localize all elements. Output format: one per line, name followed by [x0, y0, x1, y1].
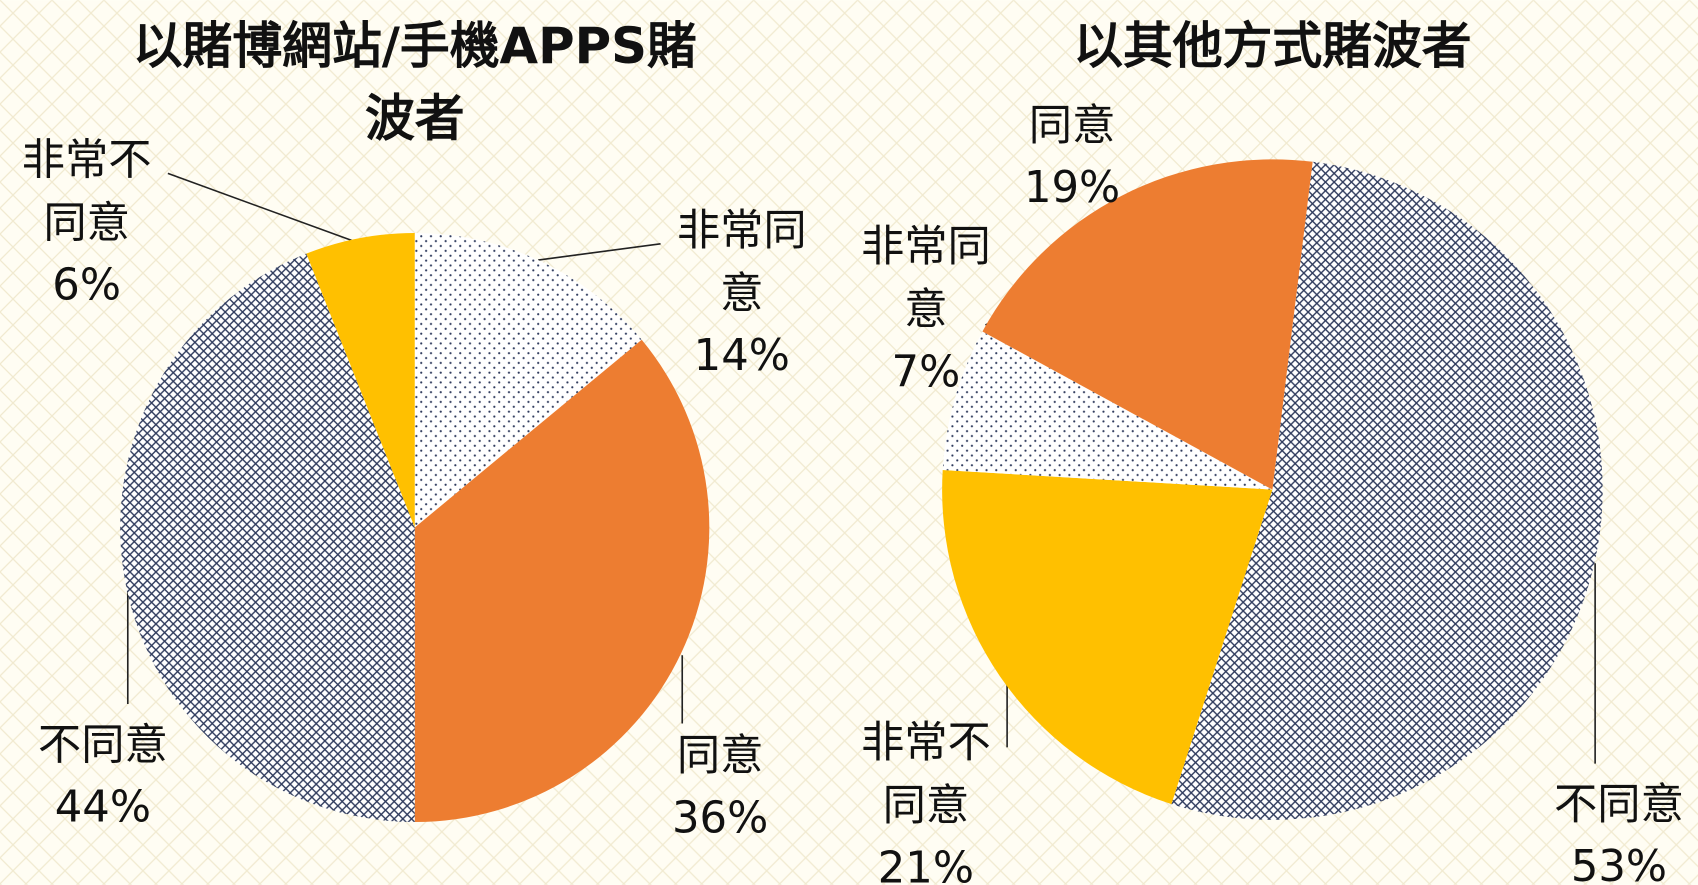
pie-slice: [1171, 161, 1603, 820]
pie-slice: [414, 339, 710, 823]
slice-label: 非常不同意: [861, 718, 991, 831]
chart-title: 以其他方式賭波者: [1073, 16, 1471, 74]
slice-label: 非常不同意: [22, 135, 152, 248]
pie-slice: [120, 253, 415, 823]
slice-label: 不同意: [1554, 779, 1684, 829]
slice-value-label: 21%: [878, 843, 974, 885]
pie-slice: [942, 331, 1273, 490]
pie-slice: [942, 470, 1273, 805]
slice-value-label: 19%: [1024, 163, 1120, 213]
slice-value-label: 36%: [672, 793, 768, 843]
slice-value-label: 14%: [694, 331, 790, 381]
slice-value-label: 7%: [892, 347, 961, 397]
slice-value-label: 6%: [52, 261, 121, 311]
slice-label: 同意: [677, 731, 764, 781]
slice-value-label: 44%: [55, 783, 151, 833]
slice-label: 不同意: [38, 720, 168, 770]
pie-slice: [306, 232, 415, 528]
chart-title: 以賭博網站/手機APPS賭波者: [133, 16, 697, 147]
slice-label: 同意: [1029, 100, 1116, 150]
pie-slice: [982, 159, 1313, 490]
slice-label: 非常同意: [861, 222, 991, 335]
leader-lines: [126, 172, 1596, 764]
slice-value-label: 53%: [1571, 842, 1667, 885]
slice-label: 非常同意: [677, 205, 807, 318]
pie-slice: [414, 232, 642, 528]
